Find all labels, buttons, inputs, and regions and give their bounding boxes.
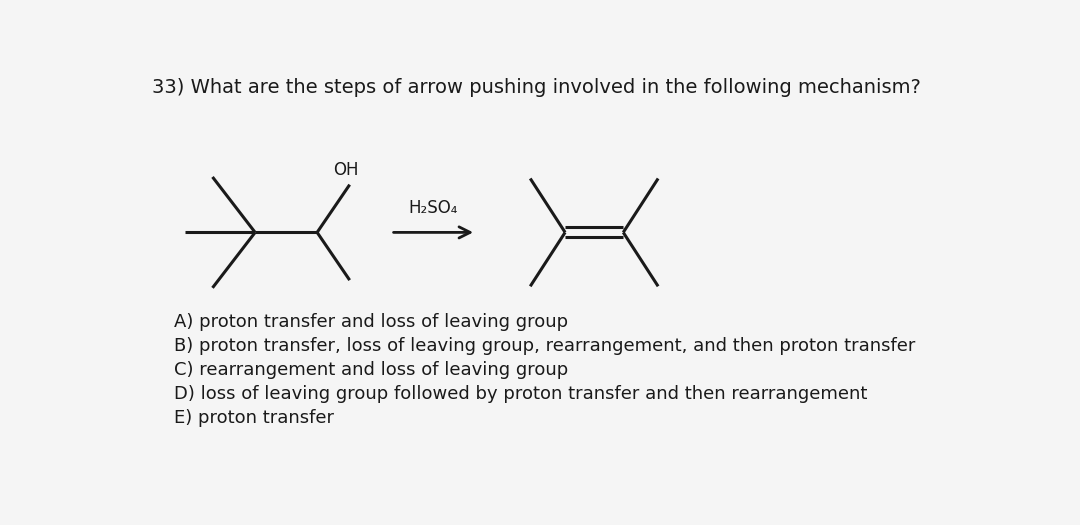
Text: OH: OH bbox=[333, 161, 359, 179]
Text: D) loss of leaving group followed by proton transfer and then rearrangement: D) loss of leaving group followed by pro… bbox=[174, 385, 867, 403]
Text: 33) What are the steps of arrow pushing involved in the following mechanism?: 33) What are the steps of arrow pushing … bbox=[152, 78, 921, 98]
Text: H₂SO₄: H₂SO₄ bbox=[408, 199, 458, 217]
Text: A) proton transfer and loss of leaving group: A) proton transfer and loss of leaving g… bbox=[174, 313, 568, 331]
Text: B) proton transfer, loss of leaving group, rearrangement, and then proton transf: B) proton transfer, loss of leaving grou… bbox=[174, 337, 915, 355]
Text: C) rearrangement and loss of leaving group: C) rearrangement and loss of leaving gro… bbox=[174, 361, 568, 379]
Text: E) proton transfer: E) proton transfer bbox=[174, 409, 334, 427]
